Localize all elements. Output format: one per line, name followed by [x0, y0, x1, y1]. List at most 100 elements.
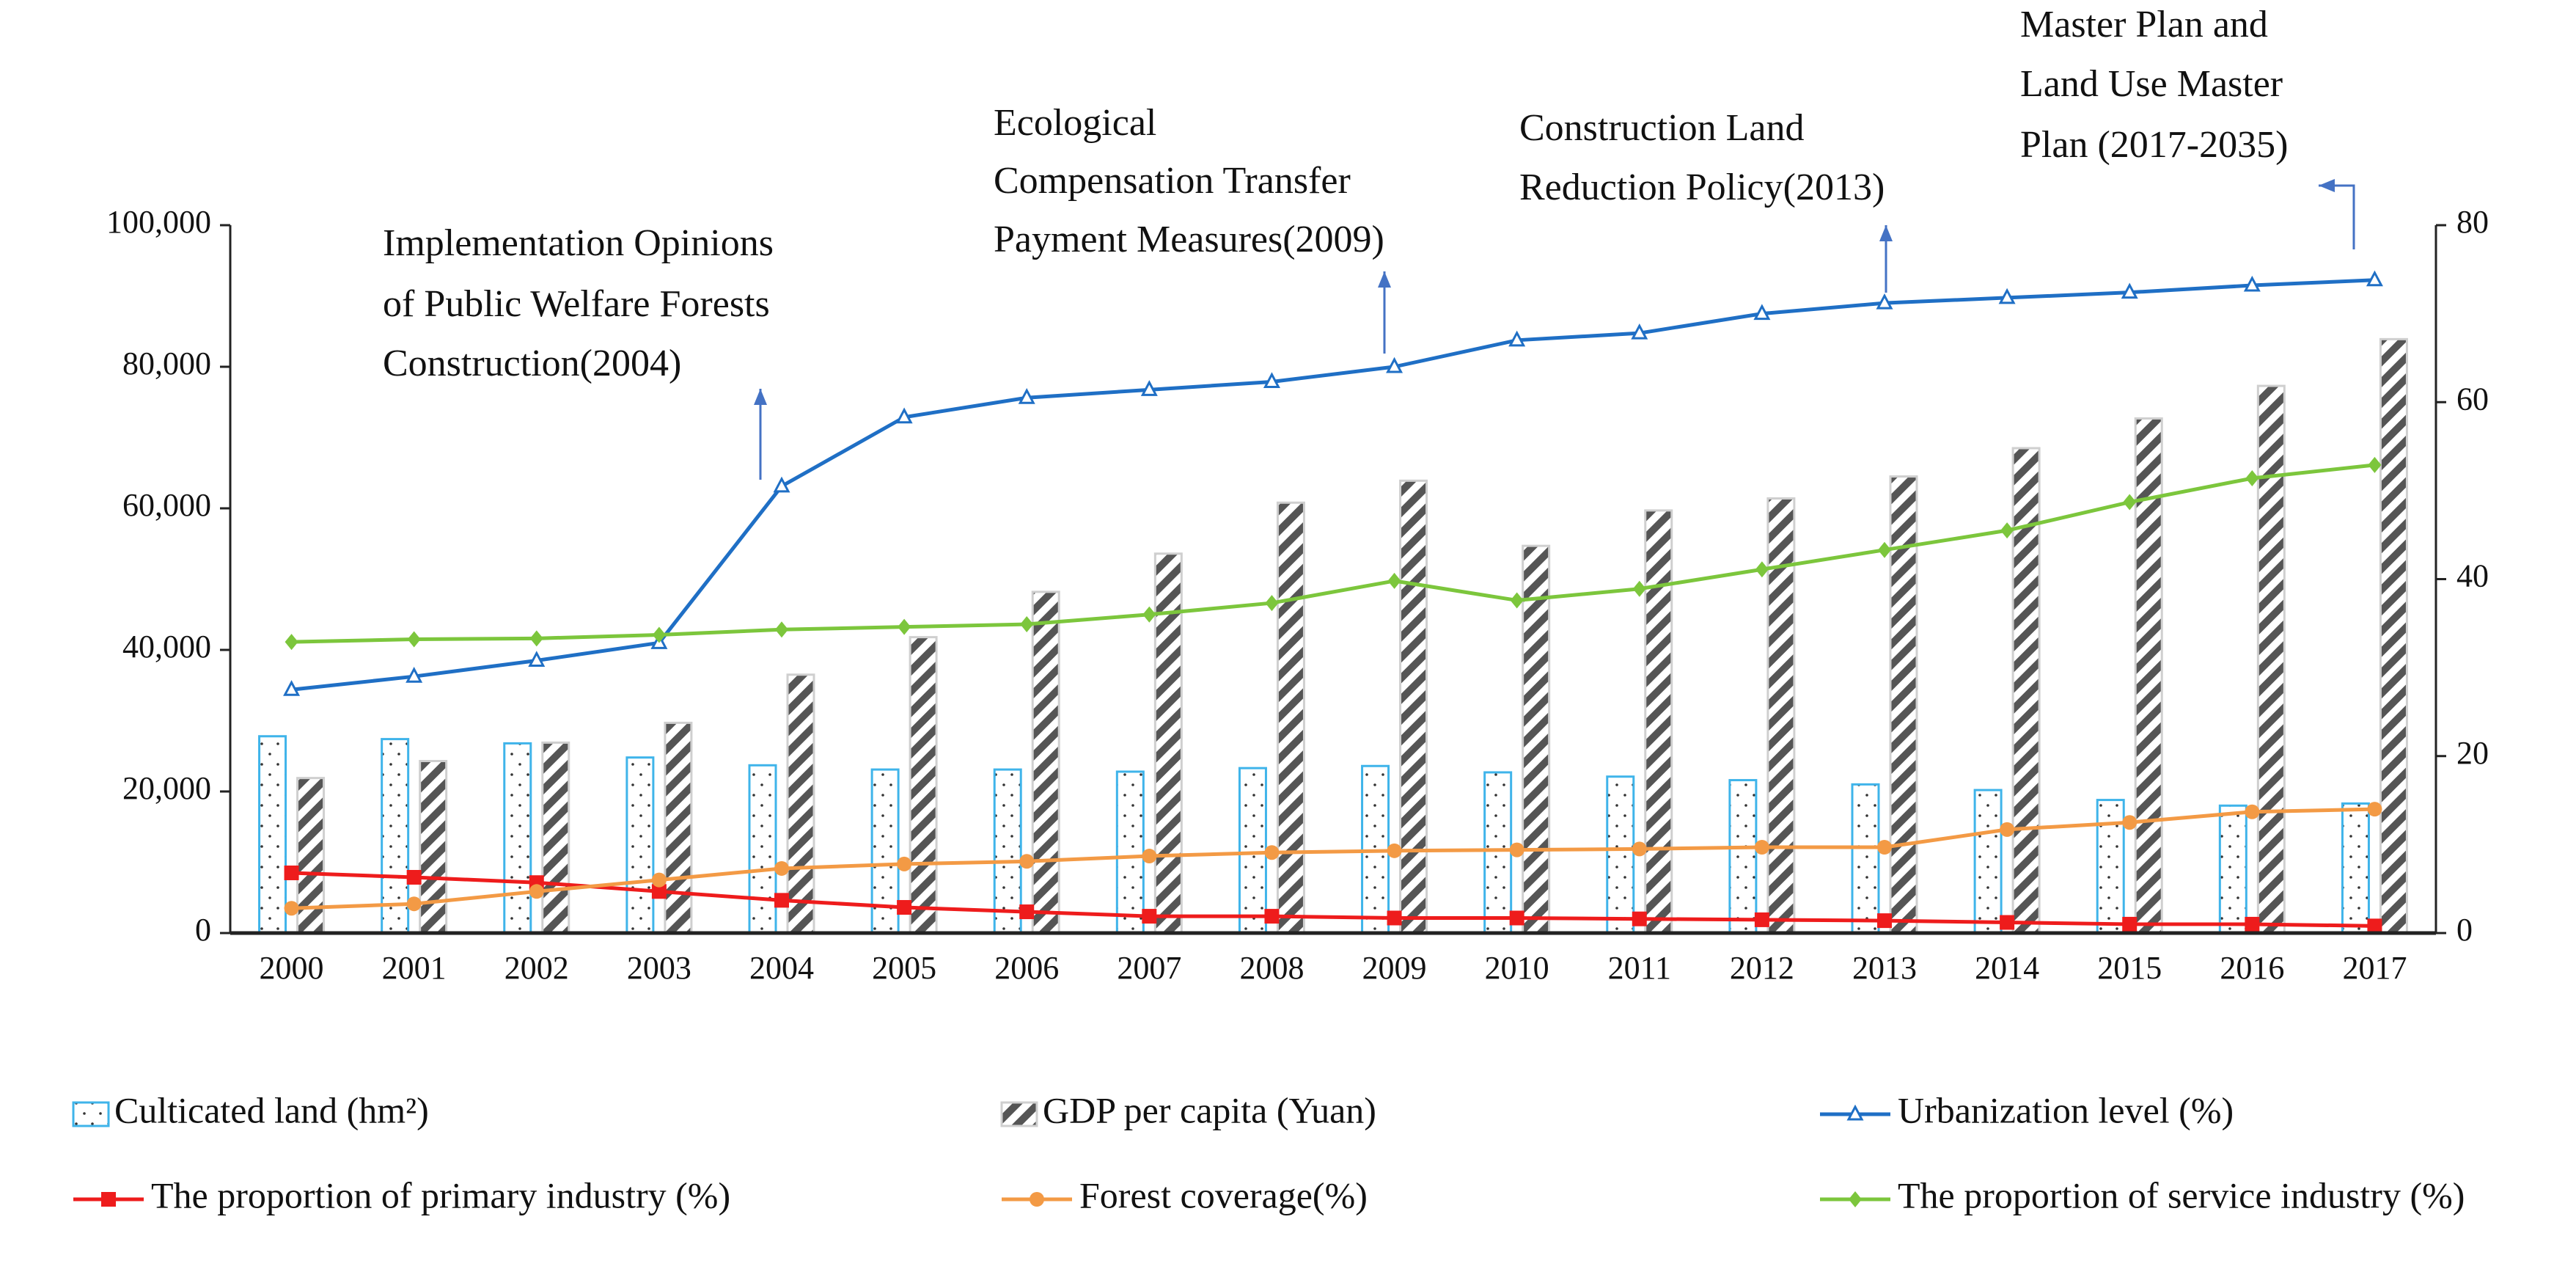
gdp-per-capita-bar-2014 — [2011, 447, 2041, 935]
x-tick-label: 2005 — [872, 950, 936, 986]
gdp-per-capita-bar-2006 — [1031, 590, 1060, 935]
the-proportion-of-service-industry-point-2010 — [1510, 592, 1524, 609]
forest-coverage-point-2011 — [1632, 841, 1647, 857]
the-proportion-of-primary-industry-point-2005 — [897, 900, 912, 915]
urbanization-level-point-2009 — [1386, 356, 1403, 373]
the-proportion-of-primary-industry-point-2009 — [1387, 910, 1402, 926]
forest-coverage-point-2012 — [1754, 839, 1769, 855]
the-proportion-of-service-industry-point-2017 — [2368, 456, 2382, 473]
x-tick-label: 2017 — [2342, 950, 2407, 986]
annotation-2017: Master Plan and Land Use Master Plan (2017… — [2020, 4, 2355, 249]
gdp-per-capita-bar-2000 — [296, 777, 326, 935]
forest-coverage-point-2006 — [1019, 854, 1035, 869]
forest-coverage-point-2005 — [897, 856, 912, 871]
cultivated-land-bar-2010 — [1483, 771, 1513, 935]
the-proportion-of-service-industry-point-2003 — [652, 626, 666, 643]
the-proportion-of-service-industry-point-2009 — [1387, 572, 1401, 589]
the-proportion-of-primary-industry-point-2000 — [284, 865, 299, 880]
x-tick-label: 2002 — [504, 950, 569, 986]
annotation-text-line: Compensation Transfer — [994, 160, 1351, 202]
cultivated-land-bar-2004 — [748, 764, 777, 935]
legend-label: The proportion of service industry (%) — [1898, 1174, 2465, 1215]
gdp-per-capita-bar-2011 — [1644, 509, 1673, 935]
cultivated-land-bar-2013 — [1851, 783, 1880, 935]
right-tick-label: 60 — [2456, 381, 2489, 417]
urbanization-level-point-2016 — [2243, 275, 2261, 292]
the-proportion-of-primary-industry-point-2017 — [2367, 918, 2382, 934]
legend-marker-icon — [1030, 1192, 1044, 1207]
gdp-per-capita-bar-2001 — [419, 760, 448, 935]
the-proportion-of-service-industry-line — [291, 463, 2375, 644]
the-proportion-of-service-industry-point-2001 — [407, 631, 421, 648]
gdp-per-capita-bar-2016 — [2256, 384, 2286, 935]
urbanization-level-point-2010 — [1508, 330, 1526, 347]
the-proportion-of-service-industry-point-2006 — [1020, 616, 1034, 633]
cultivated-land-bar-2017 — [2341, 802, 2370, 935]
axes-layer: 0 20,000 40,000 60,000 80,000 100,000 0 20 40 60 8… — [106, 204, 2489, 986]
annotation-2013: Construction Land Reduction Policy(2013) — [1519, 107, 1893, 293]
cultivated-land-bar-2003 — [625, 756, 655, 935]
x-tick-label: 2009 — [1362, 950, 1427, 986]
legend-label: GDP per capita (Yuan) — [1043, 1089, 1376, 1130]
x-tick-label: 2003 — [627, 950, 691, 986]
left-tick-label: 40,000 — [122, 629, 211, 665]
the-proportion-of-primary-industry-point-2014 — [2000, 915, 2015, 930]
annotation-2004: Implementation Opinions of Public Welfare… — [383, 222, 774, 480]
legend-item-the-proportion-of-service-industry: The proportion of service industry (%) — [1820, 1174, 2465, 1215]
gdp-per-capita-bar-2009 — [1399, 479, 1428, 935]
the-proportion-of-primary-industry-point-2007 — [1142, 909, 1157, 924]
legend-item-the-proportion-of-primary-industry: The proportion of primary industry (%) — [73, 1174, 730, 1215]
urbanization-level-line — [291, 278, 2375, 692]
forest-coverage-line — [291, 807, 2375, 910]
cultivated-land-bar-2008 — [1238, 767, 1267, 935]
forest-coverage-point-2007 — [1142, 849, 1157, 864]
the-proportion-of-service-industry-point-2008 — [1265, 595, 1279, 612]
x-tick-label: 2016 — [2220, 950, 2284, 986]
the-proportion-of-primary-industry-point-2001 — [406, 870, 422, 885]
gdp-per-capita-bar-2003 — [664, 721, 693, 935]
legend-swatch — [72, 1101, 110, 1127]
the-proportion-of-primary-industry-point-2012 — [1754, 912, 1769, 927]
x-tick-label: 2007 — [1117, 950, 1181, 986]
left-tick-label: 0 — [195, 912, 211, 948]
legend-marker-icon — [1846, 1104, 1864, 1121]
annotation-text-line: Ecological — [994, 102, 1156, 144]
x-tick-label: 2001 — [382, 950, 447, 986]
annotation-text-line: Reduction Policy(2013) — [1519, 167, 1885, 208]
the-proportion-of-primary-industry-point-2011 — [1632, 911, 1647, 926]
cultivated-land-bar-2002 — [503, 742, 532, 935]
annotation-text-line: Construction(2004) — [383, 343, 681, 384]
x-tick-label: 2015 — [2097, 950, 2162, 986]
annotation-text-line: Construction Land — [1519, 107, 1805, 149]
legend-label: Culticated land (hm²) — [114, 1089, 429, 1130]
urbanization-level-point-2008 — [1263, 372, 1280, 389]
annotation-2009: Ecological Compensation Transfer Payment M… — [994, 102, 1391, 354]
annotations-layer: Implementation Opinions of Public Welfare… — [383, 4, 2355, 480]
cultivated-land-bar-2000 — [258, 735, 287, 935]
annotation-arrow-line — [2319, 184, 2355, 249]
gdp-per-capita-bar-2004 — [786, 673, 815, 935]
forest-coverage-point-2002 — [529, 884, 544, 899]
annotation-arrow-head-icon — [2319, 179, 2335, 192]
cultivated-land-bar-2007 — [1115, 770, 1145, 935]
the-proportion-of-primary-industry-line — [291, 871, 2375, 928]
annotation-arrow-head-icon — [1879, 225, 1893, 241]
urbanization-level-point-2002 — [528, 651, 546, 667]
x-tick-label: 2014 — [1975, 950, 2039, 986]
right-tick-label: 40 — [2456, 558, 2489, 594]
the-proportion-of-service-industry-point-2005 — [898, 618, 911, 635]
the-proportion-of-service-industry-point-2015 — [2123, 494, 2137, 511]
forest-coverage-point-2014 — [2000, 822, 2015, 837]
urbanization-level-point-2013 — [1876, 293, 1893, 310]
forest-coverage-point-2010 — [1509, 842, 1524, 857]
cultivated-land-bar-2016 — [2218, 804, 2247, 935]
cultivated-land-bar-2012 — [1728, 779, 1758, 935]
the-proportion-of-service-industry-point-2002 — [529, 630, 543, 647]
left-tick-label: 60,000 — [122, 487, 211, 523]
forest-coverage-point-2003 — [651, 872, 667, 888]
annotation-arrow-head-icon — [754, 389, 767, 405]
gdp-per-capita-bar-2010 — [1522, 544, 1551, 935]
the-proportion-of-primary-industry-point-2008 — [1264, 909, 1280, 924]
annotation-text-line: Payment Measures(2009) — [994, 219, 1384, 260]
legend-marker-icon — [101, 1192, 116, 1207]
